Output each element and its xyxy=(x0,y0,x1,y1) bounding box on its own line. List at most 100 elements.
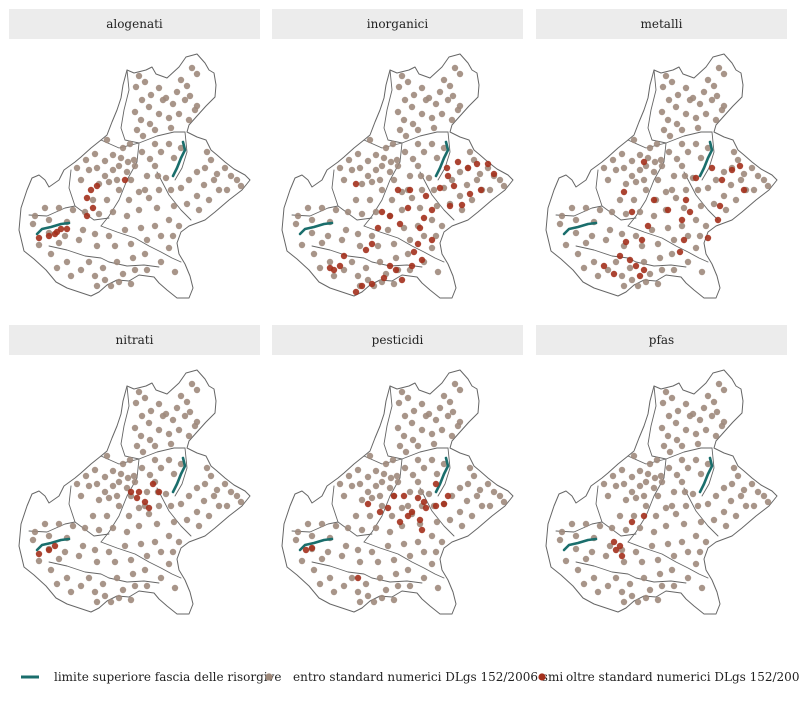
monitoring-point-within xyxy=(380,470,388,478)
monitoring-point-within xyxy=(387,474,395,482)
monitoring-point-within xyxy=(558,212,566,220)
monitoring-point-within xyxy=(672,510,680,518)
monitoring-point-within xyxy=(141,250,149,258)
monitoring-point-within xyxy=(193,168,201,176)
monitoring-point-within xyxy=(395,83,403,91)
panel-strip-pfas: pfas xyxy=(536,325,787,355)
monitoring-point-over xyxy=(490,170,498,178)
monitoring-point-within xyxy=(636,524,644,532)
monitoring-point-over xyxy=(676,248,684,256)
monitoring-point-within xyxy=(650,528,658,536)
monitoring-point-within xyxy=(117,154,125,162)
monitoring-point-within xyxy=(728,480,736,488)
monitoring-point-within xyxy=(364,276,372,284)
monitoring-point-within xyxy=(646,460,654,468)
monitoring-point-within xyxy=(364,473,372,481)
monitoring-point-within xyxy=(139,132,147,140)
monitoring-point-within xyxy=(113,492,121,500)
monitoring-point-within xyxy=(368,494,376,502)
monitoring-point-over xyxy=(440,500,448,508)
monitoring-point-within xyxy=(722,206,730,214)
monitoring-point-within xyxy=(750,502,758,510)
monitoring-point-within xyxy=(444,96,452,104)
monitoring-point-within xyxy=(85,166,93,174)
monitoring-point-within xyxy=(682,400,690,408)
monitoring-point-within xyxy=(398,72,406,80)
monitoring-point-within xyxy=(673,155,681,163)
monitoring-point-within xyxy=(406,172,414,180)
monitoring-point-within xyxy=(203,464,211,472)
monitoring-point-within xyxy=(428,532,436,540)
monitoring-point-over xyxy=(428,236,436,244)
monitoring-point-within xyxy=(642,478,650,486)
monitoring-point-within xyxy=(75,236,83,244)
monitoring-point-within xyxy=(123,528,131,536)
monitoring-point-within xyxy=(356,558,364,566)
monitoring-point-within xyxy=(364,592,372,600)
monitoring-point-within xyxy=(29,536,37,544)
monitoring-point-within xyxy=(436,404,444,412)
monitoring-point-within xyxy=(684,464,692,472)
monitoring-point-within xyxy=(143,488,151,496)
monitoring-point-within xyxy=(200,181,208,189)
monitoring-point-within xyxy=(697,518,705,526)
monitoring-point-within xyxy=(41,520,49,528)
monitoring-point-within xyxy=(406,552,414,560)
monitoring-point-within xyxy=(109,524,117,532)
monitoring-point-within xyxy=(157,148,165,156)
monitoring-point-within xyxy=(678,538,686,546)
monitoring-point-within xyxy=(55,204,63,212)
monitoring-point-within xyxy=(764,498,772,506)
monitoring-point-within xyxy=(127,556,135,564)
monitoring-point-within xyxy=(188,64,196,72)
map-panel-metalli xyxy=(545,53,778,299)
monitoring-point-within xyxy=(129,570,137,578)
monitoring-point-over xyxy=(610,270,618,278)
monitoring-point-within xyxy=(612,482,620,490)
monitoring-point-within xyxy=(139,448,147,456)
monitoring-point-within xyxy=(484,480,492,488)
monitoring-point-within xyxy=(153,520,161,528)
monitoring-point-within xyxy=(133,126,141,134)
risorgive-limit-line xyxy=(434,456,450,494)
monitoring-point-within xyxy=(392,570,400,578)
panel-strip-metalli: metalli xyxy=(536,9,787,39)
monitoring-point-within xyxy=(416,204,424,212)
province-border xyxy=(100,447,186,465)
monitoring-point-over xyxy=(392,266,400,274)
monitoring-point-within xyxy=(107,282,115,290)
monitoring-point-within xyxy=(684,232,692,240)
monitoring-point-within xyxy=(558,528,566,536)
monitoring-point-within xyxy=(105,178,113,186)
monitoring-point-within xyxy=(648,542,656,550)
monitoring-point-within xyxy=(324,548,332,556)
monitoring-point-within xyxy=(696,100,704,108)
monitoring-point-within xyxy=(668,566,676,574)
monitoring-point-within xyxy=(169,416,177,424)
monitoring-point-within xyxy=(93,558,101,566)
monitoring-point-within xyxy=(135,388,143,396)
monitoring-point-within xyxy=(292,536,300,544)
monitoring-point-within xyxy=(157,548,165,556)
monitoring-point-over xyxy=(83,194,91,202)
monitoring-point-within xyxy=(195,522,203,530)
monitoring-point-within xyxy=(628,172,636,180)
monitoring-point-over xyxy=(145,504,153,512)
map-panel-pfas xyxy=(545,369,778,615)
monitoring-point-within xyxy=(414,162,422,170)
monitoring-point-within xyxy=(378,186,386,194)
monitoring-point-within xyxy=(31,528,39,536)
monitoring-point-within xyxy=(668,250,676,258)
legend-line-swatch xyxy=(21,675,39,679)
monitoring-point-within xyxy=(568,204,576,212)
monitoring-point-within xyxy=(594,272,602,280)
monitoring-point-over xyxy=(466,190,474,198)
monitoring-point-within xyxy=(119,144,127,152)
monitoring-point-within xyxy=(121,542,129,550)
monitoring-point-over xyxy=(45,546,53,554)
monitoring-point-within xyxy=(463,497,471,505)
monitoring-point-within xyxy=(151,126,159,134)
monitoring-point-within xyxy=(95,526,103,534)
monitoring-point-within xyxy=(632,548,640,556)
monitoring-point-within xyxy=(167,502,175,510)
